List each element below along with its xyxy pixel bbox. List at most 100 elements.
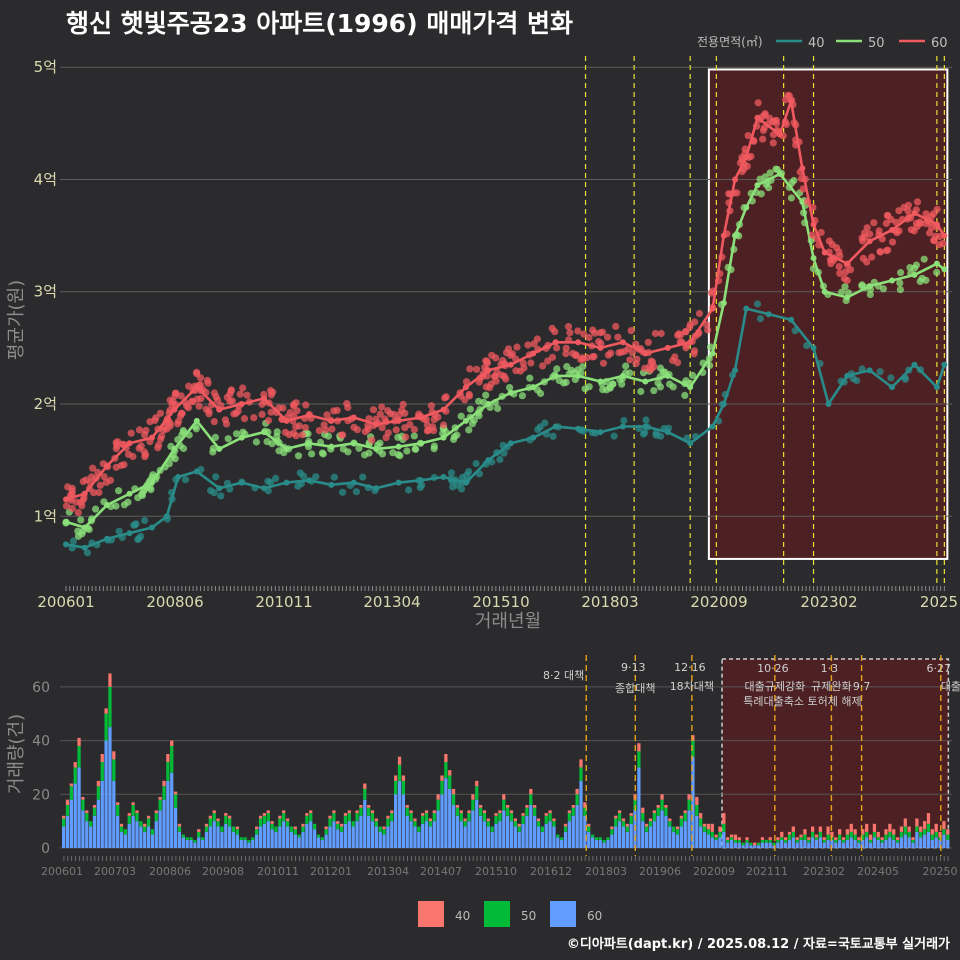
volume-bar-50 xyxy=(560,837,564,840)
volume-bar-50 xyxy=(459,813,463,822)
volume-bar-40 xyxy=(787,831,792,835)
scatter-point-60 xyxy=(68,504,76,513)
volume-bar-60 xyxy=(158,810,162,848)
volume-bar-60 xyxy=(177,831,182,848)
scatter-point-60 xyxy=(240,415,249,423)
scatter-point-40 xyxy=(352,488,360,496)
volume-bar-60 xyxy=(166,780,170,848)
volume-bar-60 xyxy=(467,821,471,848)
scatter-point-60 xyxy=(100,473,108,481)
volume-bar-50 xyxy=(116,805,120,816)
series-point-40 xyxy=(889,384,896,391)
volume-bar-40 xyxy=(154,810,158,814)
volume-bar-50 xyxy=(200,837,205,840)
volume-bar-60 xyxy=(170,772,174,848)
volume-bar-60 xyxy=(367,815,371,848)
volume-bar-60 xyxy=(818,837,822,848)
series-point-40 xyxy=(261,485,268,492)
policy-sublabel: 특례대출축소 토허제 해제 xyxy=(743,694,861,708)
scatter-point-60 xyxy=(320,421,328,429)
volume-bar-40 xyxy=(367,805,371,808)
scatter-point-60 xyxy=(772,116,781,124)
series-point-60 xyxy=(552,339,559,346)
volume-bar-50 xyxy=(691,740,695,757)
scatter-point-60 xyxy=(156,409,165,417)
series-point-40 xyxy=(395,479,402,486)
volume-bar-40 xyxy=(841,837,846,840)
plot-area xyxy=(62,91,948,557)
volume-bar-50 xyxy=(309,813,313,822)
series-point-50 xyxy=(418,440,425,447)
volume-bar-40 xyxy=(529,788,533,795)
scatter-point-50 xyxy=(457,412,465,420)
volume-bar-60 xyxy=(892,839,896,848)
series-point-50 xyxy=(328,443,335,450)
volume-x-tick-label: 202302 xyxy=(803,865,845,878)
scatter-point-60 xyxy=(875,227,883,235)
scatter-point-60 xyxy=(106,476,115,484)
x-tick-label: 2025 xyxy=(920,593,958,611)
scatter-point-40 xyxy=(217,492,225,500)
volume-bar-50 xyxy=(305,815,309,824)
volume-bar-50 xyxy=(324,829,328,835)
volume-bar-50 xyxy=(644,826,649,832)
volume-bars xyxy=(62,673,950,848)
volume-bar-60 xyxy=(370,821,375,848)
series-point-40 xyxy=(175,473,182,480)
volume-bar-60 xyxy=(884,839,888,848)
scatter-point-60 xyxy=(492,377,500,385)
volume-bar-60 xyxy=(737,842,741,848)
volume-bar-60 xyxy=(513,826,517,848)
scatter-point-60 xyxy=(657,329,665,338)
volume-bar-40 xyxy=(818,826,822,832)
scatter-point-50 xyxy=(526,374,534,382)
volume-bar-40 xyxy=(517,823,521,827)
volume-bar-60 xyxy=(424,821,429,848)
scatter-point-50 xyxy=(268,440,276,448)
volume-bar-50 xyxy=(282,813,286,822)
volume-bar-60 xyxy=(830,839,834,848)
scatter-point-60 xyxy=(399,400,407,408)
volume-bar-40 xyxy=(838,829,842,835)
volume-bar-60 xyxy=(814,839,819,848)
series-point-50 xyxy=(507,389,514,396)
scatter-point-60 xyxy=(378,424,386,432)
series-point-50 xyxy=(597,378,604,385)
scatter-point-50 xyxy=(622,362,630,370)
scatter-point-60 xyxy=(243,391,251,399)
volume-bar-50 xyxy=(872,831,877,838)
series-point-40 xyxy=(732,367,739,374)
volume-bar-60 xyxy=(197,837,201,848)
volume-bar-40 xyxy=(104,708,108,714)
volume-bar-50 xyxy=(741,842,745,846)
series-point-40 xyxy=(911,361,918,368)
volume-bar-50 xyxy=(370,813,375,822)
scatter-point-60 xyxy=(302,401,310,409)
scatter-point-60 xyxy=(384,429,392,437)
volume-bar-60 xyxy=(208,826,212,848)
volume-bar-40 xyxy=(714,834,718,838)
scatter-point-60 xyxy=(760,124,768,132)
series-point-60 xyxy=(440,406,447,413)
volume-bar-50 xyxy=(278,818,282,827)
volume-bar-60 xyxy=(282,821,286,848)
scatter-point-60 xyxy=(483,357,491,365)
volume-bar-50 xyxy=(888,831,892,838)
series-point-50 xyxy=(911,271,918,278)
volume-bar-50 xyxy=(312,823,317,830)
volume-bar-60 xyxy=(644,831,649,848)
volume-bar-50 xyxy=(224,815,228,824)
volume-bar-60 xyxy=(455,815,460,848)
volume-bar-50 xyxy=(617,813,622,822)
scatter-point-40 xyxy=(296,469,304,477)
series-point-40 xyxy=(709,423,716,430)
series-point-50 xyxy=(148,479,155,486)
scatter-point-60 xyxy=(410,425,418,434)
volume-bar-50 xyxy=(332,813,336,822)
volume-bar-60 xyxy=(262,823,267,848)
volume-bar-40 xyxy=(108,673,112,687)
scatter-point-60 xyxy=(884,246,892,254)
series-40 xyxy=(63,300,948,557)
series-point-50 xyxy=(866,283,873,290)
scatter-point-60 xyxy=(922,210,930,218)
